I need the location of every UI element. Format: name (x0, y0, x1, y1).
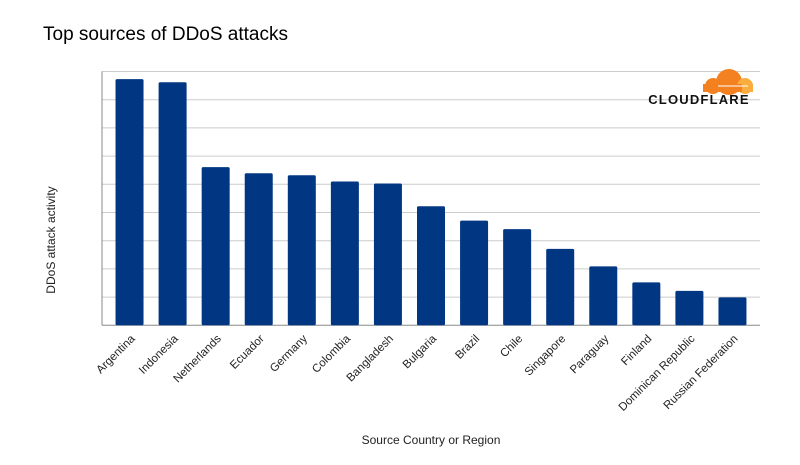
x-tick-label: Russian Federation (662, 333, 741, 412)
bar-germany (287, 175, 316, 326)
x-tick-label: Brazil (453, 333, 482, 362)
chart-title: Top sources of DDoS attacks (43, 24, 288, 45)
x-tick-label: Indonesia (137, 333, 181, 377)
x-tick-label: Argentina (94, 333, 138, 377)
x-axis-label: Source Country or Region (362, 433, 501, 447)
x-tick-label: Bulgaria (401, 333, 440, 372)
x-tick-label: Colombia (310, 333, 353, 376)
y-axis-label: DDoS attack activity (44, 186, 58, 293)
logo-text: CLOUDFLARE (648, 92, 750, 107)
bar-ecuador (244, 173, 273, 326)
bar-dominican-republic (675, 290, 704, 326)
bar-bulgaria (417, 206, 445, 326)
x-tick-label: Germany (268, 333, 310, 375)
bar-singapore (546, 248, 575, 326)
x-tick-label: Ecuador (228, 333, 267, 372)
x-tick-label: Chile (498, 333, 525, 360)
x-tick-label: Dominican Republic (617, 333, 698, 414)
bar-colombia (330, 181, 359, 326)
bar-bangladesh (373, 183, 402, 326)
bar-russian-federation (718, 297, 747, 326)
bar-netherlands (201, 167, 230, 326)
x-tick-label: Paraguay (568, 333, 611, 376)
x-tick-label: Finland (619, 333, 654, 368)
bar-paraguay (589, 266, 618, 326)
bar-finland (632, 282, 661, 326)
bar-indonesia (158, 82, 187, 326)
bar-argentina (115, 79, 144, 326)
x-tick-label: Bangladesh (345, 333, 396, 384)
x-tick-label: Singapore (523, 333, 569, 379)
bar-chile (503, 229, 532, 326)
cloudflare-logo: CLOUDFLARE (648, 69, 753, 107)
bar-brazil (460, 220, 489, 326)
cloud-icon (703, 69, 753, 95)
